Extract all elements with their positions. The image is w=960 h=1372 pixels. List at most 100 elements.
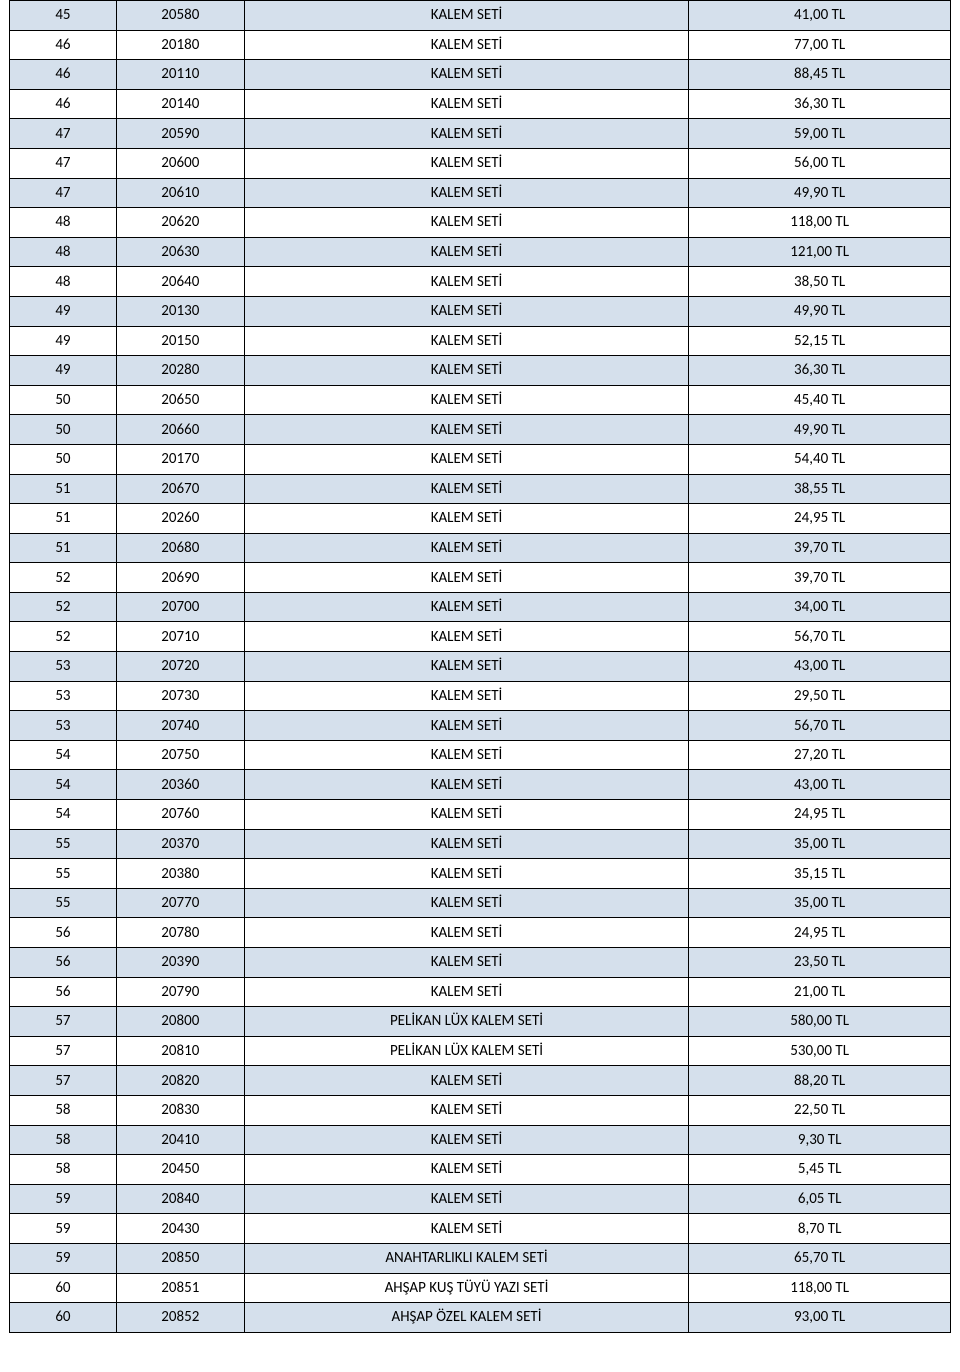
cell-col3: AHŞAP KUŞ TÜYÜ YAZI SETİ: [244, 1273, 689, 1303]
table-row: 4720610KALEM SETİ49,90 TL: [10, 178, 951, 208]
cell-col1: 56: [10, 977, 117, 1007]
cell-col3: KALEM SETİ: [244, 948, 689, 978]
cell-col3: KALEM SETİ: [244, 237, 689, 267]
cell-col4: 118,00 TL: [689, 1273, 951, 1303]
cell-col3: KALEM SETİ: [244, 1125, 689, 1155]
cell-col4: 580,00 TL: [689, 1007, 951, 1037]
cell-col1: 58: [10, 1125, 117, 1155]
cell-col1: 50: [10, 415, 117, 445]
cell-col4: 27,20 TL: [689, 740, 951, 770]
cell-col3: KALEM SETİ: [244, 1095, 689, 1125]
cell-col1: 57: [10, 1036, 117, 1066]
cell-col3: KALEM SETİ: [244, 888, 689, 918]
cell-col2: 20360: [116, 770, 244, 800]
cell-col1: 46: [10, 60, 117, 90]
cell-col2: 20590: [116, 119, 244, 149]
cell-col4: 93,00 TL: [689, 1303, 951, 1333]
cell-col4: 36,30 TL: [689, 89, 951, 119]
cell-col3: KALEM SETİ: [244, 1, 689, 31]
cell-col2: 20760: [116, 800, 244, 830]
cell-col1: 49: [10, 326, 117, 356]
cell-col1: 54: [10, 740, 117, 770]
cell-col1: 60: [10, 1303, 117, 1333]
cell-col3: KALEM SETİ: [244, 977, 689, 1007]
cell-col1: 58: [10, 1095, 117, 1125]
cell-col2: 20650: [116, 385, 244, 415]
cell-col1: 59: [10, 1214, 117, 1244]
cell-col2: 20820: [116, 1066, 244, 1096]
cell-col3: KALEM SETİ: [244, 89, 689, 119]
cell-col2: 20810: [116, 1036, 244, 1066]
cell-col3: KALEM SETİ: [244, 385, 689, 415]
cell-col3: KALEM SETİ: [244, 592, 689, 622]
table-row: 5720810PELİKAN LÜX KALEM SETİ530,00 TL: [10, 1036, 951, 1066]
cell-col1: 50: [10, 385, 117, 415]
cell-col4: 24,95 TL: [689, 918, 951, 948]
cell-col2: 20140: [116, 89, 244, 119]
cell-col1: 48: [10, 267, 117, 297]
price-table: 4520580KALEM SETİ41,00 TL4620180KALEM SE…: [9, 0, 951, 1333]
cell-col4: 6,05 TL: [689, 1184, 951, 1214]
cell-col4: 49,90 TL: [689, 178, 951, 208]
table-row: 4920130KALEM SETİ49,90 TL: [10, 296, 951, 326]
cell-col4: 22,50 TL: [689, 1095, 951, 1125]
table-row: 5220690KALEM SETİ39,70 TL: [10, 563, 951, 593]
table-row: 6020852AHŞAP ÖZEL KALEM SETİ93,00 TL: [10, 1303, 951, 1333]
cell-col3: KALEM SETİ: [244, 296, 689, 326]
cell-col3: KALEM SETİ: [244, 474, 689, 504]
cell-col4: 77,00 TL: [689, 30, 951, 60]
cell-col3: KALEM SETİ: [244, 1184, 689, 1214]
cell-col2: 20630: [116, 237, 244, 267]
cell-col4: 21,00 TL: [689, 977, 951, 1007]
cell-col1: 54: [10, 800, 117, 830]
cell-col2: 20840: [116, 1184, 244, 1214]
cell-col2: 20410: [116, 1125, 244, 1155]
cell-col4: 530,00 TL: [689, 1036, 951, 1066]
cell-col1: 49: [10, 296, 117, 326]
cell-col4: 9,30 TL: [689, 1125, 951, 1155]
table-row: 5620790KALEM SETİ21,00 TL: [10, 977, 951, 1007]
table-row: 6020851AHŞAP KUŞ TÜYÜ YAZI SETİ118,00 TL: [10, 1273, 951, 1303]
cell-col1: 57: [10, 1066, 117, 1096]
cell-col2: 20370: [116, 829, 244, 859]
cell-col2: 20280: [116, 356, 244, 386]
cell-col3: KALEM SETİ: [244, 770, 689, 800]
table-row: 5420750KALEM SETİ27,20 TL: [10, 740, 951, 770]
price-table-body: 4520580KALEM SETİ41,00 TL4620180KALEM SE…: [10, 1, 951, 1333]
cell-col2: 20720: [116, 652, 244, 682]
table-row: 4820640KALEM SETİ38,50 TL: [10, 267, 951, 297]
cell-col1: 51: [10, 533, 117, 563]
cell-col4: 43,00 TL: [689, 770, 951, 800]
cell-col1: 56: [10, 948, 117, 978]
table-row: 4620140KALEM SETİ36,30 TL: [10, 89, 951, 119]
cell-col4: 5,45 TL: [689, 1155, 951, 1185]
cell-col1: 56: [10, 918, 117, 948]
cell-col4: 45,40 TL: [689, 385, 951, 415]
cell-col2: 20800: [116, 1007, 244, 1037]
table-row: 5820450KALEM SETİ5,45 TL: [10, 1155, 951, 1185]
table-row: 5820830KALEM SETİ22,50 TL: [10, 1095, 951, 1125]
cell-col4: 34,00 TL: [689, 592, 951, 622]
cell-col1: 53: [10, 711, 117, 741]
cell-col2: 20380: [116, 859, 244, 889]
cell-col1: 46: [10, 30, 117, 60]
cell-col3: KALEM SETİ: [244, 178, 689, 208]
cell-col4: 56,00 TL: [689, 148, 951, 178]
table-row: 5020170KALEM SETİ54,40 TL: [10, 444, 951, 474]
table-row: 5120680KALEM SETİ39,70 TL: [10, 533, 951, 563]
cell-col2: 20660: [116, 415, 244, 445]
cell-col2: 20150: [116, 326, 244, 356]
cell-col4: 39,70 TL: [689, 563, 951, 593]
cell-col4: 39,70 TL: [689, 533, 951, 563]
cell-col4: 54,40 TL: [689, 444, 951, 474]
table-row: 5920430KALEM SETİ8,70 TL: [10, 1214, 951, 1244]
cell-col1: 58: [10, 1155, 117, 1185]
cell-col2: 20790: [116, 977, 244, 1007]
cell-col1: 46: [10, 89, 117, 119]
cell-col2: 20680: [116, 533, 244, 563]
cell-col3: KALEM SETİ: [244, 356, 689, 386]
cell-col3: KALEM SETİ: [244, 415, 689, 445]
table-row: 5320740KALEM SETİ56,70 TL: [10, 711, 951, 741]
cell-col4: 88,45 TL: [689, 60, 951, 90]
cell-col1: 60: [10, 1273, 117, 1303]
